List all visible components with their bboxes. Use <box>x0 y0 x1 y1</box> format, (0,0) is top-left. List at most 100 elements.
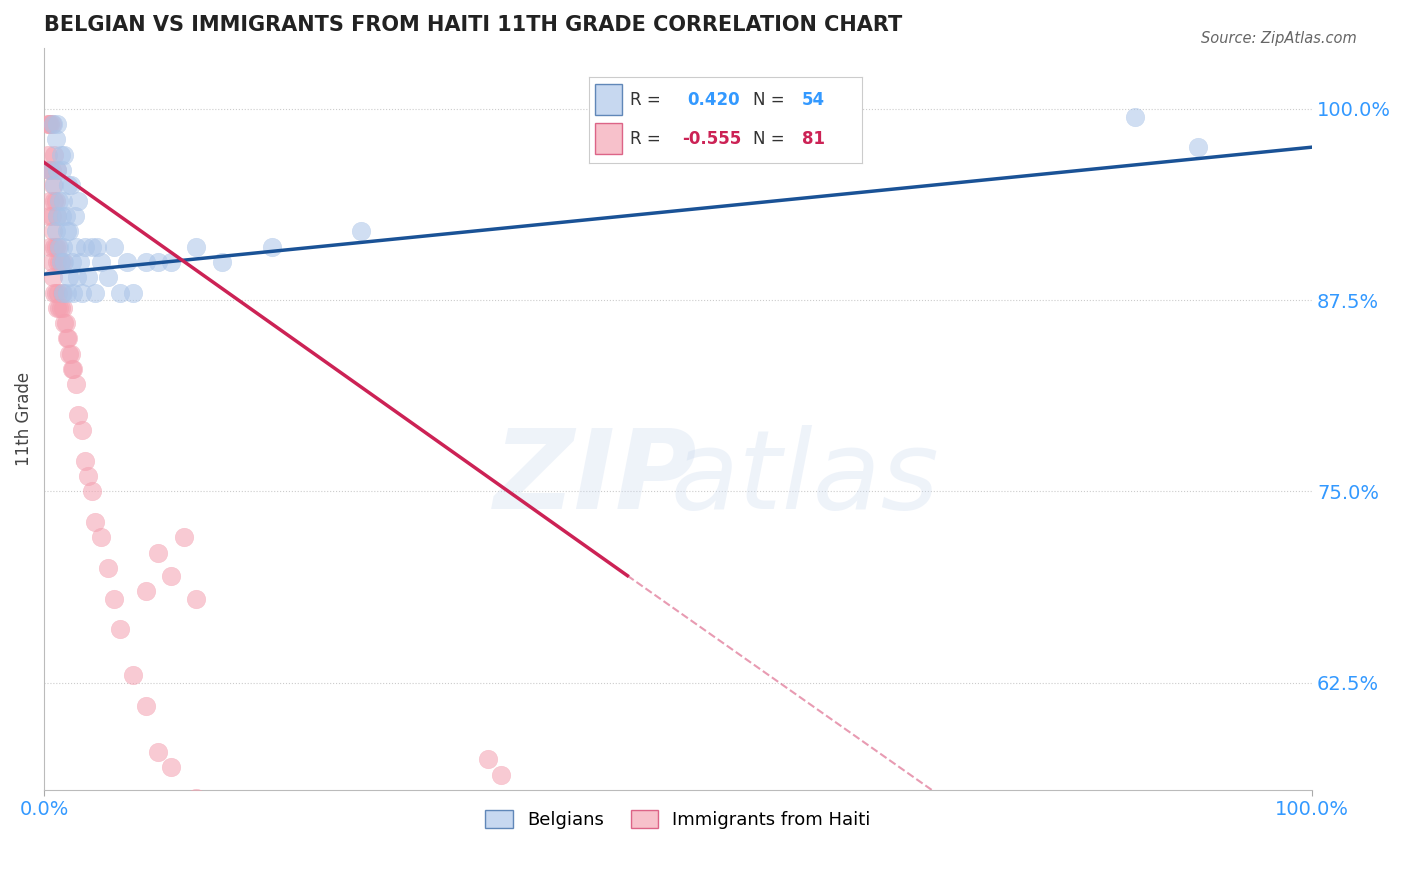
Point <box>60 255 83 269</box>
Point <box>38 209 60 223</box>
Point <box>66 270 89 285</box>
Point <box>86 239 108 253</box>
Point <box>52 255 75 269</box>
Text: atlas: atlas <box>671 425 939 532</box>
Point <box>51 163 73 178</box>
Point <box>48 239 70 253</box>
Point <box>45 255 67 269</box>
Point <box>37 148 59 162</box>
Point <box>44 148 66 162</box>
Point <box>489 767 512 781</box>
Point <box>49 255 72 269</box>
Point <box>45 163 67 178</box>
Point <box>83 285 105 300</box>
Point <box>262 239 284 253</box>
Point <box>41 209 63 223</box>
Point <box>96 561 118 575</box>
Point <box>49 301 72 315</box>
Point <box>115 255 138 269</box>
Point <box>44 194 66 208</box>
Point <box>148 745 170 759</box>
Point <box>55 316 77 330</box>
Point <box>41 163 63 178</box>
Point <box>44 132 66 146</box>
Point <box>44 239 66 253</box>
Point <box>44 178 66 193</box>
Point <box>41 117 63 131</box>
Point <box>1123 110 1146 124</box>
Point <box>49 255 72 269</box>
Point <box>44 194 66 208</box>
Point <box>67 408 90 422</box>
Point <box>73 454 96 468</box>
Point <box>135 698 157 713</box>
Point <box>45 209 67 223</box>
Point <box>42 178 65 193</box>
Point <box>65 377 87 392</box>
Point <box>59 347 82 361</box>
Point <box>58 331 80 345</box>
Point <box>52 239 75 253</box>
Point <box>211 255 233 269</box>
Point <box>39 163 62 178</box>
Point <box>58 224 80 238</box>
Point <box>45 117 67 131</box>
Point <box>58 178 80 193</box>
Point <box>44 285 66 300</box>
Point <box>39 163 62 178</box>
Point <box>63 209 86 223</box>
Point <box>56 224 79 238</box>
Point <box>350 224 373 238</box>
Point <box>69 255 91 269</box>
Point <box>39 194 62 208</box>
Text: ZIP: ZIP <box>494 425 697 532</box>
Point <box>108 285 131 300</box>
Point <box>160 760 183 774</box>
Point <box>73 239 96 253</box>
Point <box>148 255 170 269</box>
Point <box>62 285 84 300</box>
Point <box>52 194 75 208</box>
Point <box>122 668 145 682</box>
Point <box>46 285 69 300</box>
Point <box>56 331 79 345</box>
Point <box>45 209 67 223</box>
Point <box>39 117 62 131</box>
Point <box>39 239 62 253</box>
Point <box>186 591 208 606</box>
Point <box>77 270 100 285</box>
Point <box>59 178 82 193</box>
Point <box>211 837 233 851</box>
Point <box>46 239 69 253</box>
Point <box>186 239 208 253</box>
Point <box>55 209 77 223</box>
Point <box>45 163 67 178</box>
Point <box>70 285 93 300</box>
Point <box>1187 140 1209 154</box>
Point <box>236 867 259 881</box>
Point <box>135 584 157 599</box>
Point <box>42 224 65 238</box>
Point <box>122 285 145 300</box>
Point <box>44 239 66 253</box>
Point <box>186 790 208 805</box>
Point <box>44 285 66 300</box>
Point <box>477 752 499 766</box>
Point <box>37 117 59 131</box>
Text: BELGIAN VS IMMIGRANTS FROM HAITI 11TH GRADE CORRELATION CHART: BELGIAN VS IMMIGRANTS FROM HAITI 11TH GR… <box>44 15 903 35</box>
Point <box>103 239 125 253</box>
Point <box>51 285 73 300</box>
Y-axis label: 11th Grade: 11th Grade <box>15 372 32 466</box>
Point <box>53 148 76 162</box>
Point <box>65 239 87 253</box>
Point <box>83 515 105 529</box>
Point <box>52 285 75 300</box>
Point <box>70 423 93 437</box>
Point <box>103 591 125 606</box>
Point <box>53 316 76 330</box>
Point <box>42 270 65 285</box>
Point <box>82 484 104 499</box>
Point <box>77 469 100 483</box>
Text: Source: ZipAtlas.com: Source: ZipAtlas.com <box>1201 31 1357 46</box>
Point <box>56 285 79 300</box>
